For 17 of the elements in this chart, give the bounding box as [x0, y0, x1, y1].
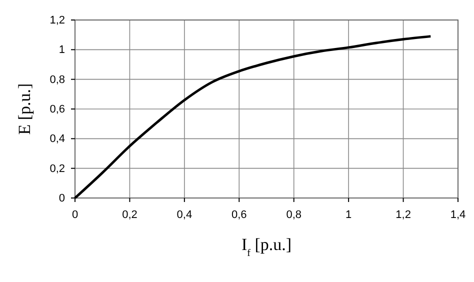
x-tick-label: 0,6	[231, 208, 247, 221]
x-tick-label: 0	[72, 208, 78, 221]
y-tick-label: 0,2	[50, 162, 65, 175]
y-tick-label: 1,2	[50, 14, 65, 27]
y-tick-label: 0,8	[50, 74, 65, 86]
x-tick-label: 1	[346, 208, 352, 221]
x-tick-label: 1,4	[450, 208, 466, 221]
x-tick-label: 0,2	[122, 208, 138, 221]
y-tick-label: 1	[58, 44, 65, 56]
x-axis-title: I$_{f}$ [p.u.]	[241, 235, 292, 258]
x-tick-label: 1,2	[396, 208, 411, 221]
y-tick-label: 0	[58, 192, 65, 205]
y-tick-label: 0,4	[50, 133, 65, 146]
y-tick-label: 0,6	[50, 104, 65, 116]
x-tick-label: 0,8	[286, 208, 302, 221]
y-axis-title: E [p.u.]	[15, 83, 34, 135]
x-tick-label: 0,4	[176, 208, 192, 221]
